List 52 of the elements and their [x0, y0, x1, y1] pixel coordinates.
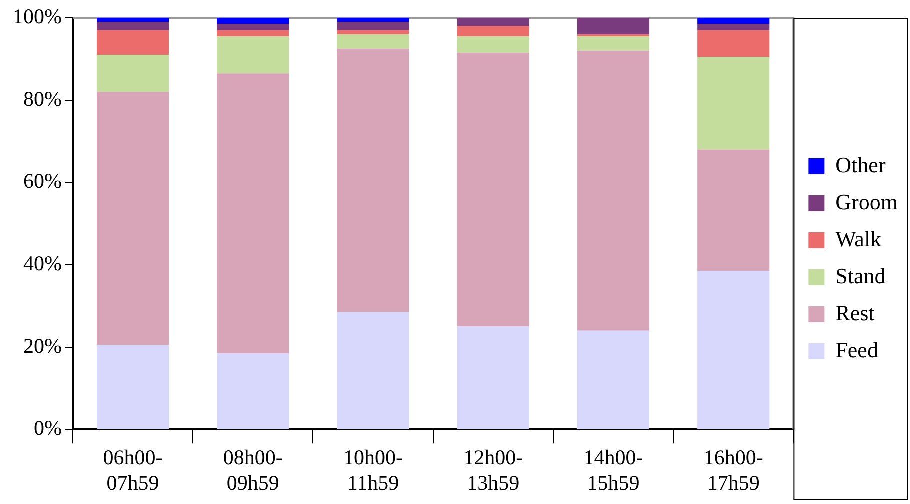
y-tick-label: 60%: [23, 169, 62, 194]
bar: [97, 22, 170, 30]
bar: [97, 92, 170, 346]
bar: [337, 30, 410, 34]
legend-label: Feed: [836, 337, 878, 362]
bar: [337, 48, 410, 312]
bar: [577, 36, 650, 51]
legend-label: Other: [836, 152, 886, 178]
y-tick-label: 0%: [34, 416, 62, 440]
y-tick-label: 20%: [23, 334, 62, 358]
bar: [217, 18, 290, 24]
bar: [217, 74, 290, 354]
bar: [217, 353, 290, 430]
bar: [217, 30, 290, 37]
y-tick-label: 40%: [23, 251, 62, 276]
bar: [577, 330, 650, 430]
bar: [698, 24, 770, 30]
y-tick-label: 100%: [12, 4, 62, 29]
bar: [217, 36, 290, 74]
bar: [97, 55, 170, 92]
x-tick-label: 16h00-17h59: [704, 446, 764, 495]
legend-label: Rest: [836, 300, 875, 326]
bar: [337, 312, 410, 430]
bar: [698, 18, 770, 24]
legend-label: Stand: [836, 263, 886, 288]
bar: [698, 30, 770, 58]
x-tick-label: 06h00-07h59: [103, 446, 163, 495]
y-tick-label: 80%: [23, 86, 62, 111]
bar: [337, 22, 410, 30]
bar: [698, 57, 770, 150]
bar: [577, 34, 650, 37]
legend-label: Groom: [836, 189, 898, 214]
bar: [698, 150, 770, 272]
bar: [457, 36, 530, 53]
bar: [457, 52, 530, 327]
bar: [97, 18, 170, 22]
bar: [337, 18, 410, 22]
bar: [97, 30, 170, 56]
bar: [337, 34, 410, 49]
legend-label: Walk: [836, 226, 882, 252]
bar: [577, 50, 650, 331]
x-tick-label: 08h00-09h59: [223, 446, 283, 495]
bar: [217, 24, 290, 30]
bar: [457, 326, 530, 430]
bar: [577, 18, 650, 34]
bar: [97, 345, 170, 430]
bar: [457, 26, 530, 37]
bar: [457, 18, 530, 26]
x-tick-label: 14h00-15h59: [584, 446, 644, 495]
x-tick-label: 10h00-11h59: [344, 446, 404, 495]
x-tick-label: 12h00-13h59: [464, 446, 524, 495]
bar: [698, 271, 770, 430]
